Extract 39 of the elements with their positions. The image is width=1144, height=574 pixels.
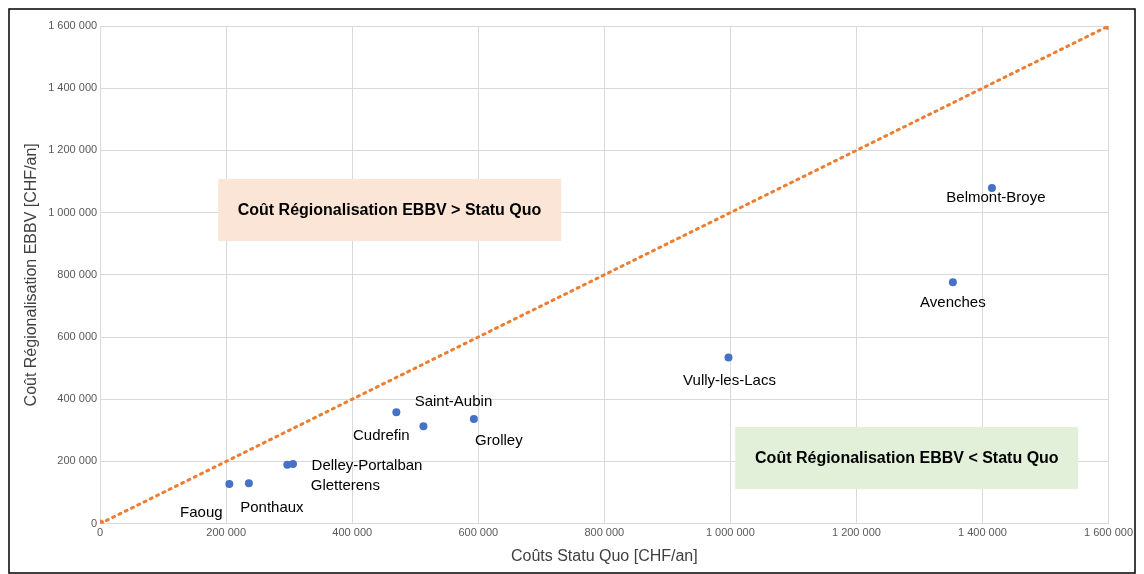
point	[724, 353, 733, 362]
annotation: Faoug	[180, 503, 223, 521]
x-tick-label: 1 400 000	[958, 526, 1007, 539]
annotation: Coût Régionalisation EBBV < Statu Quo	[755, 448, 1059, 467]
point	[392, 408, 401, 417]
y-tick-label: 1 600 000	[48, 19, 98, 32]
x-tick-label: 400 000	[332, 526, 373, 539]
point	[419, 422, 428, 431]
y-tick-label: 200 000	[57, 454, 98, 467]
annotation: Saint-Aubin	[414, 392, 493, 410]
annotation: Grolley	[475, 431, 524, 449]
x-tick-label: 800 000	[584, 526, 625, 539]
point	[948, 278, 957, 287]
x-tick-label: 1 200 000	[831, 526, 881, 539]
annotation: Vully-les-Lacs	[683, 370, 776, 388]
x-tick-label: 1 600 000	[1084, 526, 1133, 539]
x-tick-label: 600 000	[458, 526, 499, 539]
y-axis-title: Coût Régionalisation EBBV [CHF/an]	[22, 143, 40, 407]
y-tick-label: 1 400 000	[48, 81, 98, 94]
y-tick-label: 0	[91, 516, 98, 529]
y-tick-label: 1 200 000	[48, 143, 98, 156]
annotation: Cudrefin	[353, 426, 410, 444]
x-axis-title: Coûts Statu Quo [CHF/an]	[510, 546, 698, 564]
y-tick-label: 400 000	[57, 392, 98, 405]
point	[469, 415, 478, 424]
annotation: Delley-Portalban	[311, 456, 423, 474]
point	[225, 480, 234, 489]
point	[288, 459, 297, 468]
x-tick-label: 200 000	[206, 526, 247, 539]
point	[244, 479, 253, 488]
y-tick-label: 1 000 000	[48, 205, 98, 218]
annotation: Belmont-Broye	[946, 188, 1046, 206]
y-tick-label: 600 000	[57, 330, 98, 343]
x-tick-label: 1 000 000	[705, 526, 755, 539]
annotation: Ponthaux	[240, 498, 305, 516]
annotation: Avenches	[920, 293, 986, 311]
y-tick-label: 800 000	[57, 267, 98, 280]
annotation: Coût Régionalisation EBBV > Statu Quo	[237, 200, 542, 219]
annotation: Gletterens	[310, 475, 380, 493]
